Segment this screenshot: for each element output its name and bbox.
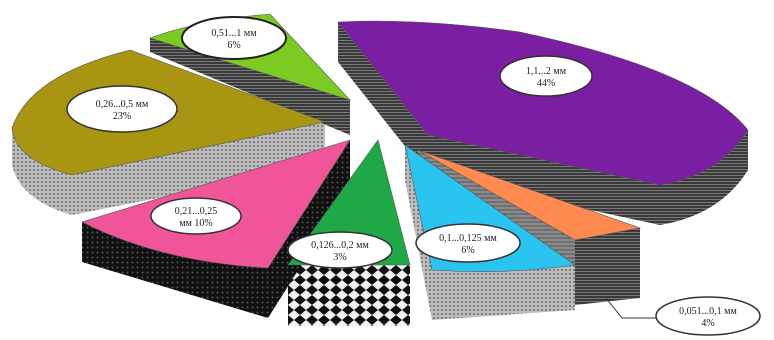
slice-top-2 — [417, 149, 642, 241]
data-label-2: 0,051...0,1 мм 4% — [655, 296, 761, 336]
data-label-6-value: 23% — [113, 111, 131, 122]
data-label-2-name: 0,051...0,1 мм — [679, 306, 737, 317]
data-label-4: 0,126...0,2 мм 3% — [287, 231, 393, 269]
data-label-3-value: 6% — [461, 245, 474, 256]
data-label-5-value: мм 10% — [179, 218, 213, 229]
data-label-1: 1,1...2 мм 44% — [499, 55, 593, 97]
data-label-5: 0,21...0,25 мм 10% — [150, 197, 242, 235]
slice-side-4 — [288, 265, 410, 326]
data-label-5-name: 0,21...0,25 — [175, 206, 218, 217]
data-label-7-name: 0,51...1 мм — [211, 28, 257, 39]
data-label-2-value: 4% — [701, 318, 714, 329]
slice-side-6 — [12, 122, 325, 215]
data-label-7-value: 6% — [227, 40, 240, 51]
data-label-1-value: 44% — [537, 78, 555, 89]
slice-side-7 — [150, 38, 350, 135]
data-label-7: 0,51...1 мм 6% — [181, 16, 287, 60]
slice-side-2 — [575, 228, 640, 305]
data-labels: 1,1...2 мм 44% 0,051...0,1 мм 4% 0,1...0… — [66, 16, 761, 336]
data-label-4-name: 0,126...0,2 мм — [311, 240, 369, 251]
data-label-3-name: 0,1...0,125 мм — [439, 233, 497, 244]
slice-side-5 — [82, 140, 350, 318]
slice-side-3 — [405, 145, 575, 320]
data-label-6-name: 0,26...0,5 мм — [96, 99, 149, 110]
data-label-3: 0,1...0,125 мм 6% — [415, 223, 521, 263]
data-label-1-name: 1,1...2 мм — [526, 66, 567, 77]
slice-top-1 — [337, 20, 749, 186]
data-label-4-value: 3% — [333, 252, 346, 263]
label-leader-line — [605, 297, 660, 319]
data-label-6: 0,26...0,5 мм 23% — [66, 85, 178, 133]
